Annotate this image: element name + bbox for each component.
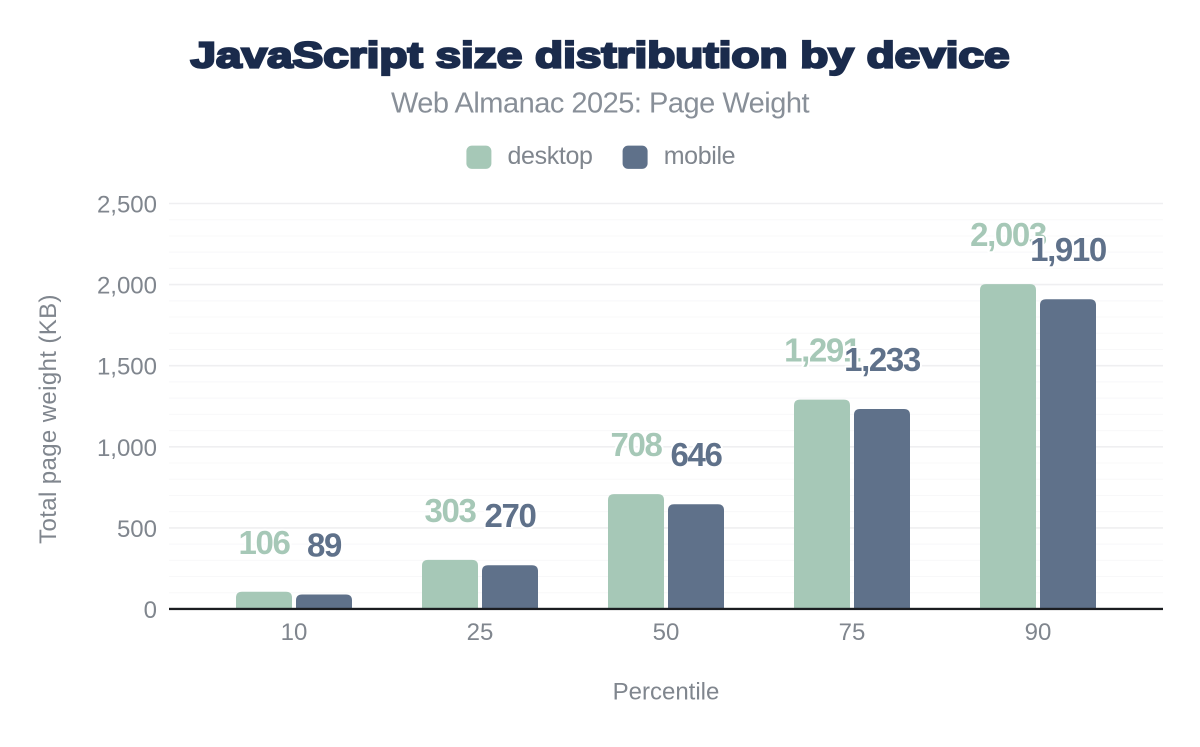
svg-text:0: 0 — [144, 597, 157, 624]
svg-text:89: 89 — [307, 527, 342, 564]
svg-text:2,000: 2,000 — [97, 273, 157, 300]
svg-text:75: 75 — [839, 619, 866, 646]
svg-text:1,910: 1,910 — [1030, 231, 1106, 268]
svg-text:25: 25 — [467, 619, 494, 646]
svg-text:mobile: mobile — [664, 142, 736, 170]
svg-text:desktop: desktop — [508, 142, 593, 170]
svg-text:Percentile: Percentile — [613, 679, 720, 706]
svg-text:1,291: 1,291 — [784, 332, 861, 369]
svg-text:500: 500 — [117, 516, 157, 543]
svg-text:Total page weight (KB): Total page weight (KB) — [35, 294, 62, 544]
svg-text:106: 106 — [238, 524, 290, 561]
svg-text:Web Almanac 2025: Page Weight: Web Almanac 2025: Page Weight — [391, 88, 810, 120]
svg-text:708: 708 — [610, 426, 662, 463]
svg-text:1,233: 1,233 — [844, 341, 921, 378]
svg-text:10: 10 — [281, 619, 308, 646]
svg-text:646: 646 — [670, 436, 722, 473]
svg-text:303: 303 — [424, 492, 476, 529]
svg-text:JavaScript size distribution b: JavaScript size distribution by device — [191, 35, 1010, 76]
svg-text:50: 50 — [653, 619, 680, 646]
svg-text:1,000: 1,000 — [97, 435, 157, 462]
svg-text:2,500: 2,500 — [97, 192, 157, 219]
svg-text:2,003: 2,003 — [970, 216, 1047, 253]
svg-text:90: 90 — [1025, 619, 1052, 646]
svg-text:1,500: 1,500 — [97, 354, 157, 381]
svg-text:270: 270 — [484, 497, 535, 534]
